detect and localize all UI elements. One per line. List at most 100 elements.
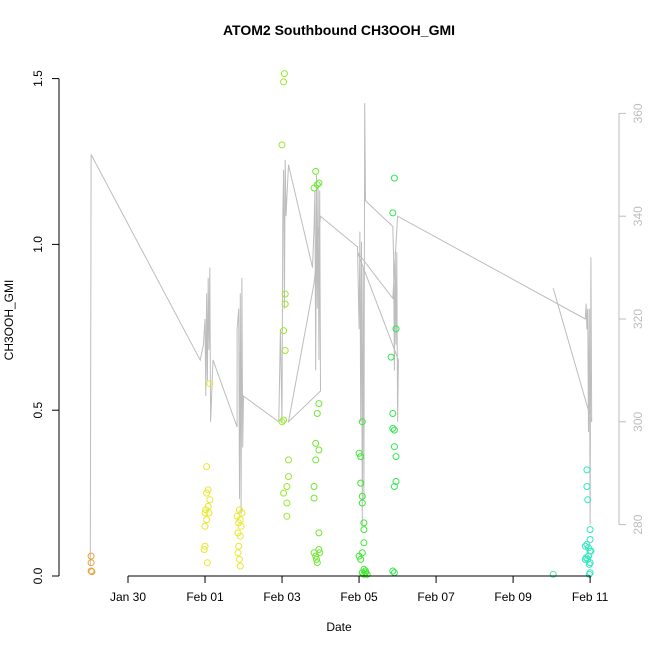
- data-point: [206, 496, 214, 504]
- data-point: [201, 542, 209, 550]
- data-point: [204, 502, 212, 510]
- data-point: [357, 453, 365, 461]
- data-point: [389, 424, 397, 432]
- data-point: [87, 559, 95, 567]
- data-point: [360, 565, 368, 573]
- data-point: [387, 353, 395, 361]
- y2-ticks: 280 300 320 340 360: [619, 103, 645, 535]
- data-point: [236, 562, 244, 570]
- axes: Jan 30 Feb 01 Feb 03 Feb 05 Feb 07 Feb 09 Feb …: [31, 70, 645, 604]
- data-point: [585, 570, 593, 578]
- data-point: [280, 327, 288, 335]
- data-point: [236, 516, 244, 524]
- x-axis-label: Date: [326, 620, 352, 634]
- data-point: [200, 546, 208, 553]
- data-point: [358, 499, 366, 507]
- x-tick-label: Jan 30: [110, 590, 146, 604]
- y2-tick-label: 300: [631, 411, 645, 431]
- data-point: [312, 167, 320, 175]
- x-tick-label: Feb 07: [417, 590, 455, 604]
- data-point: [549, 570, 557, 578]
- data-point: [281, 290, 289, 298]
- data-point: [206, 380, 214, 388]
- data-point: [236, 506, 243, 514]
- data-point: [204, 486, 212, 494]
- y2-tick-label: 320: [631, 309, 645, 329]
- data-point: [360, 526, 368, 534]
- data-point: [278, 141, 286, 149]
- data-point: [360, 539, 368, 547]
- data-point: [390, 569, 398, 577]
- data-point: [583, 466, 591, 474]
- data-point: [390, 174, 398, 182]
- data-point: [283, 512, 291, 520]
- data-point: [201, 509, 209, 517]
- data-point: [357, 555, 365, 563]
- data-point: [389, 410, 397, 417]
- data-point: [389, 567, 397, 575]
- data-point: [236, 532, 244, 540]
- x-tick-label: Feb 03: [263, 590, 301, 604]
- data-point: [360, 519, 368, 527]
- x-tick-label: Feb 01: [186, 590, 224, 604]
- data-point: [315, 546, 323, 553]
- data-point: [280, 489, 288, 497]
- data-point: [357, 479, 365, 487]
- data-point: [237, 522, 245, 530]
- data-point: [280, 70, 288, 78]
- data-point: [280, 416, 288, 424]
- data-point: [87, 567, 95, 575]
- data-point: [201, 522, 209, 530]
- data-point: [278, 418, 286, 426]
- data-point: [355, 449, 363, 457]
- data-point: [390, 483, 398, 490]
- data-point: [358, 418, 366, 426]
- data-point: [283, 483, 291, 490]
- data-point: [584, 496, 592, 504]
- plot-area: [87, 70, 595, 578]
- data-point: [313, 559, 321, 567]
- data-point: [587, 547, 595, 555]
- data-point: [203, 516, 211, 524]
- data-point: [310, 184, 318, 192]
- x-ticks: Jan 30 Feb 01 Feb 03 Feb 05 Feb 07 Feb 09 Feb …: [110, 576, 609, 604]
- data-point: [313, 410, 321, 417]
- y-tick-label: 1.5: [31, 70, 45, 87]
- x-tick-label: Feb 05: [340, 590, 378, 604]
- data-point: [203, 559, 211, 567]
- data-point: [312, 456, 320, 464]
- x-tick-label: Feb 11: [572, 590, 609, 604]
- data-point: [235, 542, 243, 550]
- data-point: [203, 489, 211, 497]
- data-point: [313, 555, 320, 563]
- data-point: [360, 570, 368, 578]
- data-point: [205, 509, 213, 517]
- data-point: [285, 473, 292, 480]
- data-point: [236, 555, 243, 563]
- data-point: [363, 570, 371, 578]
- data-point: [585, 560, 593, 568]
- data-point: [392, 478, 400, 485]
- data-point: [87, 552, 95, 560]
- data-point: [392, 325, 400, 333]
- data-point: [390, 426, 398, 434]
- data-point: [315, 179, 323, 187]
- chart-title: ATOM2 Southbound CH3OOH_GMI: [223, 22, 455, 38]
- data-point: [389, 209, 397, 217]
- data-point: [285, 456, 292, 464]
- data-point: [315, 529, 323, 537]
- data-point: [586, 526, 594, 534]
- data-point: [310, 494, 318, 502]
- data-point: [390, 443, 398, 451]
- data-point: [283, 499, 291, 507]
- data-point: [281, 300, 289, 308]
- data-point: [281, 347, 289, 354]
- data-point: [88, 568, 96, 576]
- data-point: [583, 483, 591, 490]
- data-point: [280, 78, 288, 86]
- y2-tick-label: 340: [631, 206, 645, 226]
- data-point: [581, 555, 589, 563]
- data-point: [355, 552, 363, 560]
- y-tick-label: 0.5: [31, 402, 45, 419]
